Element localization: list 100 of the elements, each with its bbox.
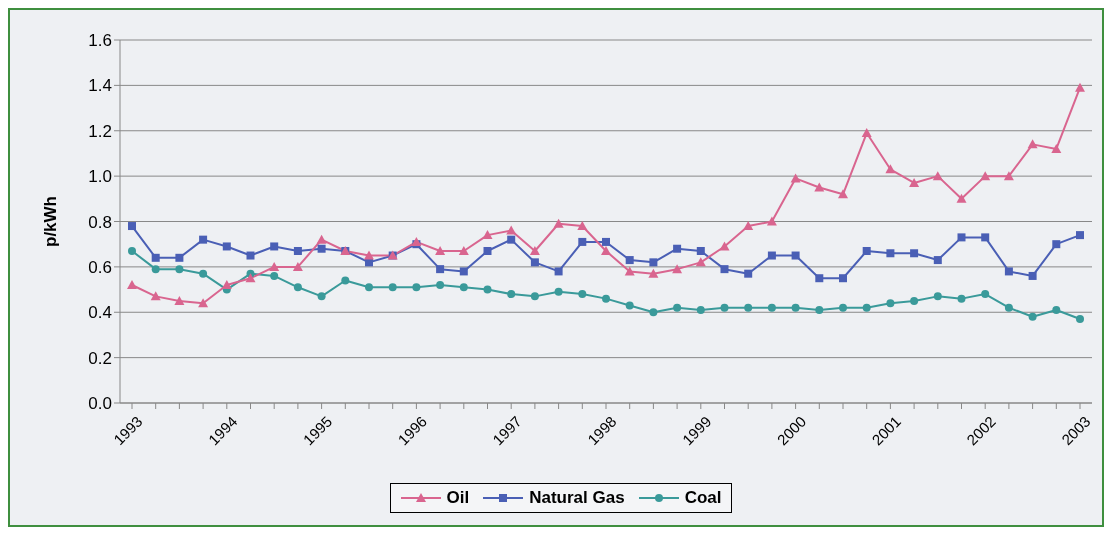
- point: [648, 268, 659, 278]
- y-tick-label: 0.0: [88, 394, 112, 414]
- point: [317, 244, 326, 253]
- point: [696, 305, 705, 314]
- point: [932, 171, 943, 181]
- point: [981, 290, 990, 299]
- point: [199, 235, 208, 244]
- point: [649, 308, 658, 317]
- point: [1052, 305, 1061, 314]
- point: [246, 251, 255, 260]
- point: [175, 253, 184, 262]
- point: [175, 265, 184, 274]
- point: [624, 266, 635, 276]
- point: [578, 237, 587, 246]
- point: [365, 283, 373, 292]
- point: [436, 265, 445, 274]
- point: [1004, 267, 1013, 276]
- point: [292, 261, 303, 271]
- point: [957, 294, 966, 303]
- point: [886, 249, 895, 258]
- point: [695, 257, 706, 267]
- point: [766, 216, 777, 226]
- point: [174, 295, 185, 305]
- point: [128, 222, 136, 231]
- point: [1003, 171, 1014, 181]
- point: [790, 173, 801, 183]
- point: [791, 251, 800, 260]
- point: [862, 303, 871, 312]
- point: [933, 292, 942, 301]
- point: [364, 250, 374, 260]
- point: [554, 267, 563, 276]
- point: [1052, 240, 1061, 249]
- point: [909, 177, 920, 187]
- point: [293, 246, 302, 255]
- point: [553, 218, 564, 228]
- point: [910, 249, 919, 258]
- point: [507, 290, 516, 299]
- point: [744, 269, 753, 278]
- point: [270, 271, 279, 280]
- point: [483, 246, 492, 255]
- point: [886, 299, 895, 308]
- point: [222, 242, 231, 251]
- point: [814, 182, 825, 192]
- point: [839, 274, 847, 283]
- point: [435, 245, 446, 255]
- point: [412, 283, 421, 292]
- point: [459, 267, 468, 276]
- legend-label: Coal: [683, 488, 722, 508]
- point: [673, 244, 682, 253]
- point: [483, 285, 492, 294]
- point: [744, 303, 753, 312]
- point: [317, 292, 326, 301]
- point: [577, 221, 588, 231]
- y-tick-label: 1.2: [88, 121, 112, 141]
- point: [127, 280, 137, 290]
- point: [815, 274, 824, 283]
- point: [791, 303, 800, 312]
- point: [1076, 231, 1084, 240]
- point: [910, 296, 919, 305]
- point: [980, 171, 991, 181]
- legend-label: Oil: [445, 488, 470, 508]
- point: [199, 269, 208, 278]
- y-tick-label: 0.4: [88, 303, 112, 323]
- point: [956, 193, 967, 203]
- point: [673, 303, 682, 312]
- point: [341, 276, 350, 285]
- point: [720, 303, 729, 312]
- point: [482, 230, 493, 240]
- point: [198, 298, 209, 308]
- point: [411, 236, 422, 246]
- point: [885, 164, 896, 174]
- point: [436, 281, 445, 290]
- point: [839, 303, 847, 312]
- point: [625, 301, 634, 310]
- point: [861, 128, 872, 138]
- point: [530, 292, 539, 301]
- point: [602, 237, 610, 246]
- legend-label: Natural Gas: [528, 488, 625, 508]
- point: [719, 241, 730, 251]
- point: [1051, 143, 1062, 153]
- point: [578, 290, 587, 299]
- point: [815, 305, 824, 314]
- point: [767, 303, 776, 312]
- y-tick-label: 1.4: [88, 76, 112, 96]
- point: [672, 264, 683, 274]
- point: [507, 235, 516, 244]
- point: [506, 225, 517, 235]
- point: [981, 233, 990, 242]
- point: [1076, 315, 1084, 324]
- point: [649, 258, 658, 267]
- point: [933, 256, 942, 265]
- point: [316, 234, 327, 244]
- point: [293, 283, 302, 292]
- point: [245, 273, 256, 283]
- point: [150, 291, 161, 301]
- point: [529, 245, 540, 255]
- y-axis-title: p/kWh: [41, 196, 61, 247]
- point: [696, 246, 705, 255]
- y-tick-label: 0.2: [88, 348, 112, 368]
- y-tick-label: 1.6: [88, 31, 112, 51]
